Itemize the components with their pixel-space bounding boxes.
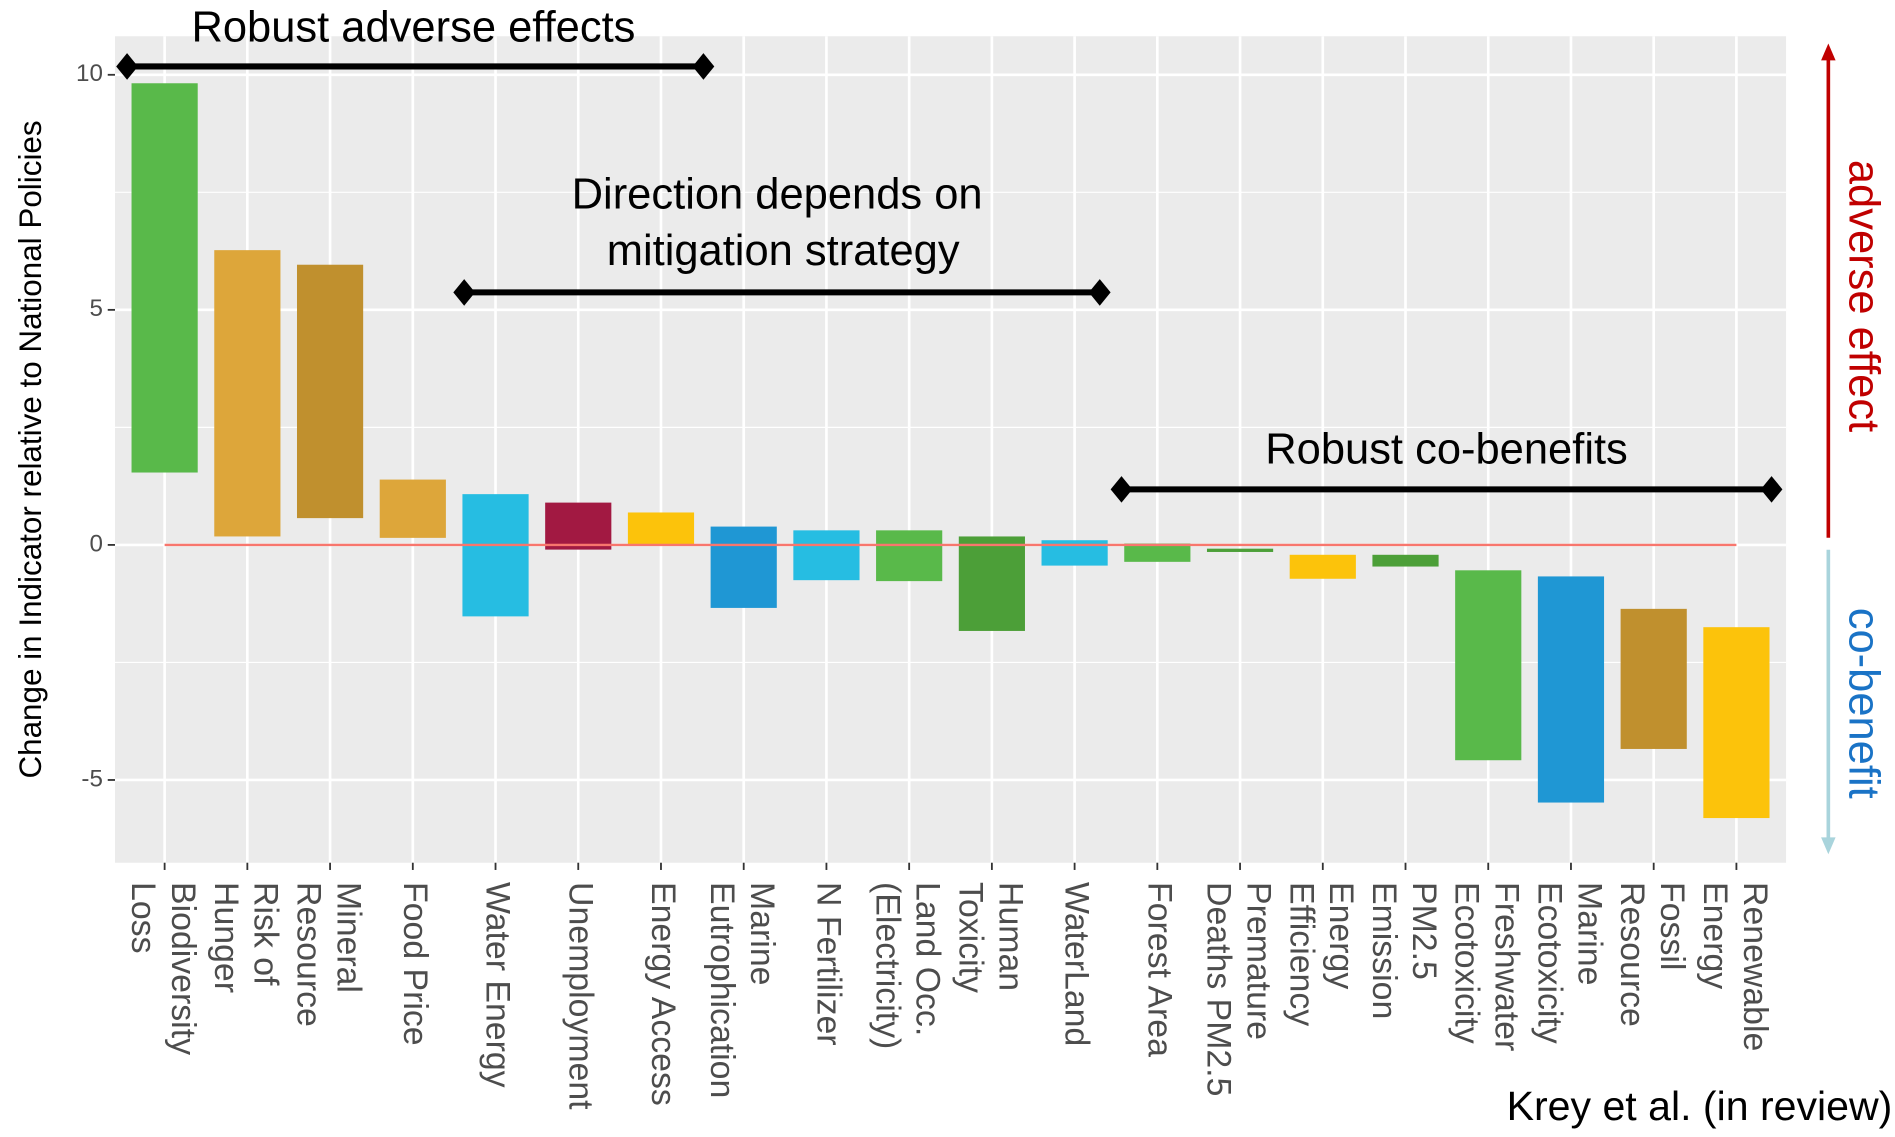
y-tick-label: -5 (81, 765, 102, 792)
x-tick-label: Resource (290, 882, 328, 1027)
x-tick-label: Land Occ. (909, 882, 947, 1036)
x-tick-label: Marine (1570, 882, 1608, 985)
bar (1620, 608, 1687, 749)
annotation: Robust adverse effects (191, 4, 635, 52)
bar (627, 512, 695, 545)
x-tick-label: Ecotoxicity (1448, 882, 1486, 1044)
x-tick-label: Deaths PM2.5 (1200, 882, 1238, 1096)
x-tick-label: Forest Area (1140, 882, 1178, 1057)
bar (1372, 554, 1439, 567)
x-tick-label: Loss (124, 882, 162, 953)
arrow-head (1821, 837, 1836, 855)
x-tick-label: PM2.5 (1405, 882, 1443, 980)
annotation: Robust co-benefits (1265, 425, 1628, 473)
bar (131, 83, 198, 473)
x-tick-label: N Fertilizer (809, 882, 847, 1046)
arrow-head (692, 53, 715, 80)
x-tick-label: Renewable (1736, 882, 1774, 1051)
x-tick-label: (Electricity) (869, 882, 907, 1049)
annotations: Robust adverse effects Direction depends… (13, 4, 1892, 1129)
bar (1124, 543, 1191, 562)
arrow-head (1760, 476, 1783, 503)
x-tick-label: WaterLand (1058, 882, 1096, 1046)
y-tick-label: 5 (89, 295, 102, 322)
bar (545, 502, 612, 550)
x-tick-label: Energy Access (644, 882, 682, 1106)
x-tick-label: Risk of (247, 882, 285, 986)
annotation: mitigation strategy (607, 227, 960, 275)
bar (1537, 576, 1605, 803)
annotation: Direction depends on (572, 170, 983, 218)
bar (296, 264, 364, 519)
arrow-head (116, 53, 138, 80)
bar (1455, 570, 1522, 761)
bar (1206, 548, 1274, 552)
x-tick-label: Energy (1322, 882, 1360, 989)
x-tick-label: Unemployment (561, 882, 599, 1110)
x-tick-label: Water Energy (479, 882, 517, 1088)
x-tick-label: Fossil (1653, 882, 1691, 970)
source: Krey et al. (in review) (1507, 1083, 1893, 1129)
bar (876, 530, 943, 582)
x-tick-label: Toxicity (951, 882, 989, 993)
y-tick-label: 0 (89, 530, 102, 557)
bar (793, 530, 860, 581)
bar (1289, 554, 1356, 579)
x-tick-label: Premature (1239, 882, 1277, 1040)
x-tick-label: Hunger (207, 882, 245, 993)
arrow-head (1110, 476, 1133, 503)
bar (379, 479, 446, 538)
x-tick-label: Marine (743, 882, 781, 985)
side-label: adverse effect (1839, 160, 1887, 432)
y-axis-label: Change in Indicator relative to National… (13, 120, 48, 778)
x-tick-label: Biodiversity (164, 882, 202, 1055)
x-tick-label: Eutrophication (703, 882, 741, 1098)
bar (1703, 627, 1770, 819)
x-tick-label: Freshwater (1488, 882, 1526, 1051)
bars (131, 83, 1770, 819)
x-tick-label: Efficiency (1282, 882, 1320, 1026)
bar (710, 526, 777, 608)
bar (958, 536, 1025, 631)
x-tick-label: Resource (1613, 882, 1651, 1027)
x-tick-label: Food Price (396, 882, 434, 1046)
arrow-head (1821, 43, 1836, 61)
x-tick-label: Human (991, 882, 1029, 991)
x-tick-label: Emission (1365, 882, 1403, 1019)
y-tick-label: 10 (76, 60, 103, 87)
x-tick-label: Ecotoxicity (1530, 882, 1568, 1044)
bar (214, 250, 281, 537)
x-tick-label: Mineral (329, 882, 367, 993)
side-label: co-benefit (1839, 608, 1887, 799)
bar (462, 494, 529, 617)
x-tick-label: Energy (1696, 882, 1734, 989)
